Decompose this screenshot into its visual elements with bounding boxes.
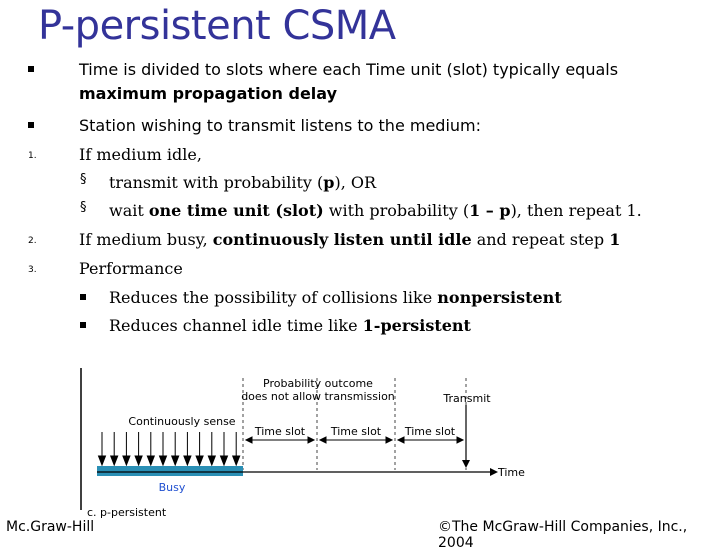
bullet-item: 2. If medium busy, continuously listen un…: [0, 228, 720, 258]
bullet-number: 2.: [28, 236, 37, 246]
sense-arrow-head: [158, 455, 168, 467]
sense-arrow-head: [183, 455, 192, 467]
bullet-text: If medium busy, continuously listen unti…: [79, 228, 620, 252]
bullet-square-icon: [80, 294, 86, 300]
bullet-square-icon: [28, 66, 34, 72]
sense-label: Continuously sense: [128, 415, 235, 428]
text-run: Time is divided to slots where each Time…: [79, 60, 619, 79]
sense-arrow-head: [97, 455, 107, 467]
bullet-text: Reduces channel idle time like 1-persist…: [109, 314, 471, 338]
diagram-caption: c. p-persistent: [87, 506, 167, 519]
text-run: nonpersistent: [437, 288, 562, 307]
transmit-label: Transmit: [442, 392, 491, 405]
transmit-arrow-head: [462, 460, 470, 468]
bullet-item: § wait one time unit (slot) with probabil…: [0, 199, 720, 229]
text-run: ), OR: [334, 173, 377, 192]
bullet-item: § transmit with probability (p), OR: [0, 171, 720, 201]
slot-label: Time slot: [404, 425, 456, 438]
text-run: and repeat step: [471, 230, 610, 249]
bullet-section-icon: §: [80, 200, 87, 215]
bullet-item: Reduces the possibility of collisions li…: [0, 286, 720, 316]
bullet-section-icon: §: [80, 172, 87, 187]
busy-label: Busy: [159, 481, 186, 494]
slot-label: Time slot: [330, 425, 382, 438]
text-run: 1-persistent: [362, 316, 471, 335]
bullet-text: wait one time unit (slot) with probabili…: [109, 199, 642, 223]
bullet-text: Reduces the possibility of collisions li…: [109, 286, 562, 310]
bullet-item: 3. Performance: [0, 257, 720, 287]
outcome-label-line1: Probability outcome: [263, 377, 373, 390]
sense-arrows: [97, 432, 241, 467]
bullet-text: Time is divided to slots where each Time…: [79, 58, 618, 106]
text-run: continuously listen until idle: [212, 230, 472, 249]
text-run: If medium idle,: [79, 145, 202, 164]
bullet-text: Performance: [79, 257, 183, 281]
bullet-square-icon: [28, 122, 34, 128]
time-axis-arrow: [490, 468, 498, 476]
bullet-item: Reduces channel idle time like 1-persist…: [0, 314, 720, 344]
slot-label: Time slot: [254, 425, 306, 438]
sense-arrow-head: [146, 455, 156, 467]
text-run: transmit with probability (: [109, 173, 324, 192]
bullet-number: 1.: [28, 151, 37, 161]
sense-arrow-head: [109, 455, 119, 467]
bullet-item: Station wishing to transmit listens to t…: [0, 114, 720, 144]
text-run: If medium busy,: [79, 230, 213, 249]
text-run: maximum propagation delay: [79, 84, 338, 103]
time-label: Time: [497, 466, 525, 479]
text-run: p: [323, 173, 335, 192]
bullet-text: Station wishing to transmit listens to t…: [79, 114, 481, 138]
text-run: one time unit (slot): [148, 201, 324, 220]
bullet-number: 3.: [28, 265, 37, 275]
bullet-text: If medium idle,: [79, 143, 202, 167]
text-run: ), then repeat 1.: [510, 201, 642, 220]
text-run: 1 – p: [469, 201, 511, 220]
text-run: Station wishing to transmit listens to t…: [79, 116, 482, 135]
text-run: Reduces the possibility of collisions li…: [109, 288, 438, 307]
text-run: Reduces channel idle time like: [109, 316, 363, 335]
sense-arrow-head: [134, 455, 143, 467]
sense-arrow-head: [207, 455, 217, 467]
slide-title: P-persistent CSMA: [38, 3, 396, 49]
text-run: Performance: [79, 259, 183, 278]
footer-publisher: Mc.Graw-Hill: [6, 519, 95, 535]
sense-arrow-head: [122, 455, 131, 467]
outcome-label-line2: does not allow transmission: [241, 390, 395, 403]
sense-arrow-head: [195, 455, 204, 467]
busy-bar: [97, 466, 243, 476]
bullet-square-icon: [80, 322, 86, 328]
text-run: wait: [109, 201, 149, 220]
bullet-text: transmit with probability (p), OR: [109, 171, 376, 195]
slot-dimension-lines: [244, 436, 465, 444]
text-run: 1: [609, 230, 621, 249]
bullet-item: Time is divided to slots where each Time…: [0, 58, 720, 103]
bullet-item: 1. If medium idle,: [0, 143, 720, 173]
sense-arrow-head: [231, 455, 241, 467]
sense-arrow-head: [170, 455, 180, 467]
sense-arrow-head: [219, 455, 229, 467]
footer-copyright: ©The McGraw-Hill Companies, Inc., 2004: [438, 519, 688, 551]
text-run: with probability (: [323, 201, 470, 220]
